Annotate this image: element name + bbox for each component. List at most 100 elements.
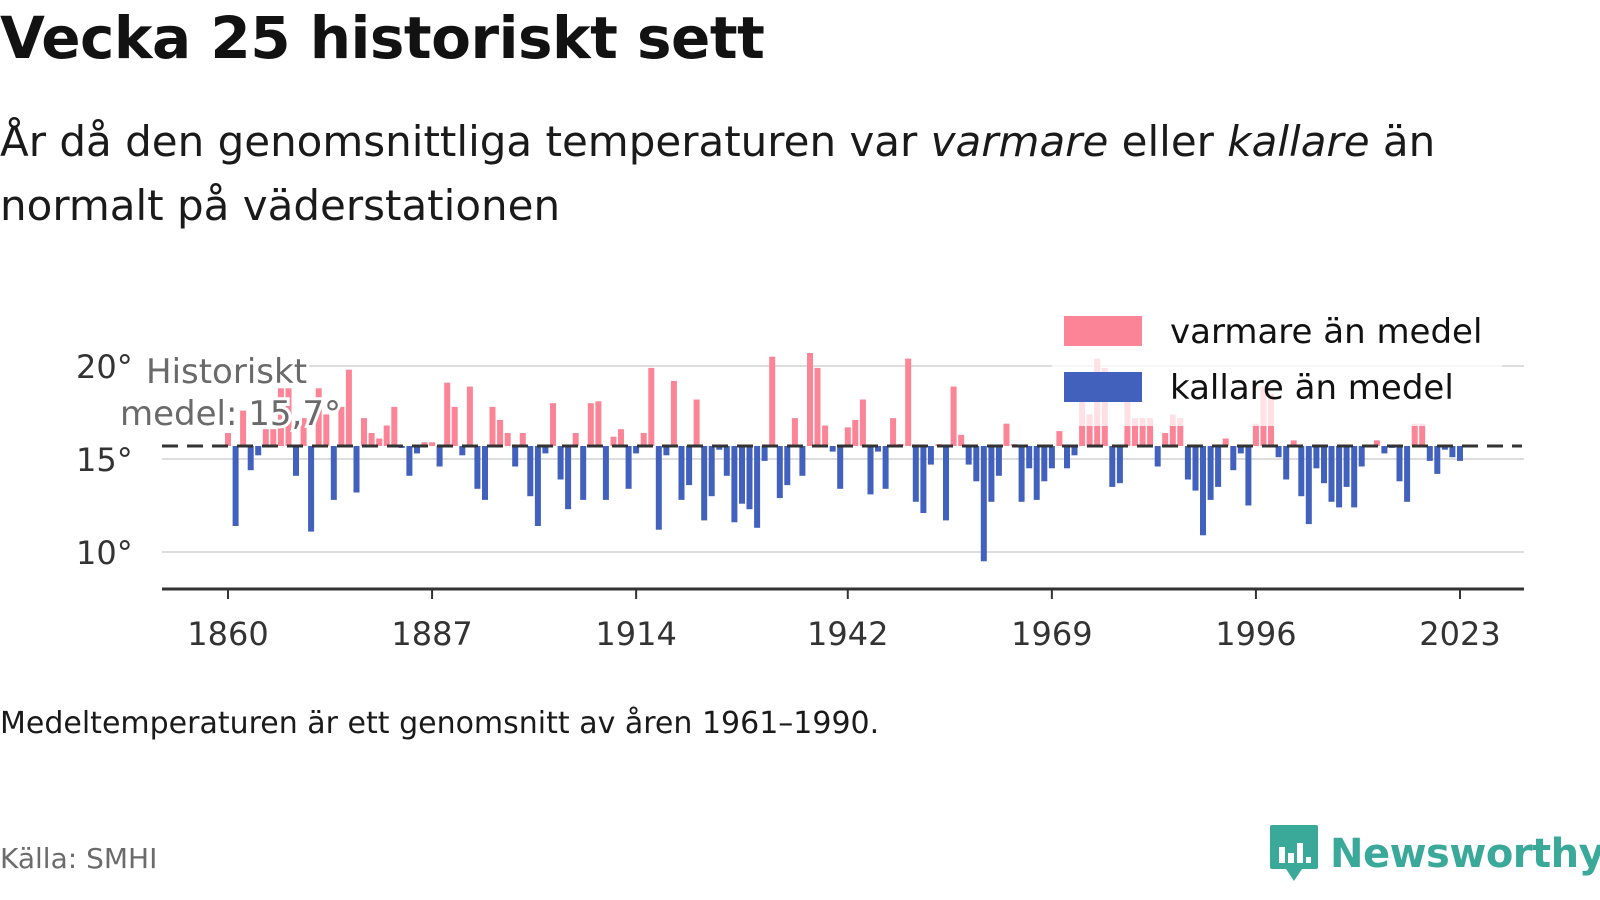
bar-1960 — [980, 446, 987, 562]
y-tick-label: 10° — [76, 534, 133, 572]
bar-1980 — [1132, 418, 1138, 446]
bar-1937 — [807, 353, 813, 446]
bar-1931 — [761, 446, 768, 461]
bar-1891 — [459, 446, 466, 456]
bar-1921 — [686, 446, 693, 486]
bar-1928 — [739, 446, 745, 504]
bar-1868 — [285, 388, 292, 446]
bar-2000 — [1283, 446, 1290, 480]
bar-1958 — [965, 446, 972, 465]
bar-1865 — [262, 429, 269, 446]
bar-1925 — [716, 446, 723, 450]
x-tick-label: 1969 — [1011, 615, 1092, 653]
bar-1903 — [550, 403, 556, 446]
bar-2016 — [1404, 446, 1411, 502]
bar-1898 — [512, 446, 519, 467]
bar-2013 — [1381, 446, 1388, 454]
bar-1895 — [489, 406, 496, 446]
bar-2023 — [1457, 446, 1463, 461]
bar-1902 — [542, 446, 549, 454]
bar-1881 — [383, 425, 390, 446]
x-tick-label: 1914 — [595, 615, 676, 653]
bar-1930 — [754, 446, 761, 528]
bar-1946 — [875, 446, 881, 452]
bar-1905 — [565, 446, 572, 510]
source-label: Källa: SMHI — [0, 842, 158, 875]
bar-1953 — [927, 446, 934, 465]
bar-1864 — [255, 446, 262, 456]
bar-1951 — [912, 446, 919, 502]
bar-1972 — [1071, 446, 1078, 456]
bar-1897 — [504, 433, 511, 446]
y-tick-label: 20° — [76, 348, 133, 386]
bar-1919 — [670, 380, 677, 446]
x-tick-label: 2023 — [1419, 615, 1500, 653]
legend-label-warm: varmare än medel — [1170, 312, 1482, 352]
x-axis: 1860 1887 1914 1942 1969 1996 2023 — [162, 587, 1524, 653]
bar-1990 — [1207, 446, 1214, 500]
bar-1940 — [829, 446, 836, 452]
bar-1910 — [602, 446, 609, 500]
bar-1950 — [905, 358, 912, 446]
bar-1948 — [890, 418, 897, 446]
baseline-label-line-2: medel: 15,7° — [120, 394, 341, 434]
bar-1992 — [1222, 438, 1229, 446]
bar-1974 — [1086, 414, 1093, 446]
brand-logo[interactable]: Newsworthy — [1268, 822, 1600, 886]
bar-1920 — [678, 446, 685, 500]
bar-1907 — [580, 446, 587, 500]
bar-1875 — [338, 406, 345, 446]
bar-2007 — [1336, 446, 1343, 508]
bar-2008 — [1343, 446, 1350, 487]
chart-subtitle: År då den genomsnittliga temperaturen va… — [0, 110, 1560, 238]
bar-1977 — [1109, 446, 1116, 487]
bar-1867 — [277, 388, 284, 446]
bar-1917 — [655, 446, 662, 530]
bar-1926 — [723, 446, 730, 476]
bar-1959 — [973, 446, 980, 482]
x-tick-label: 1942 — [807, 615, 888, 653]
bar-1944 — [859, 399, 866, 446]
bar-1924 — [708, 446, 715, 497]
bar-1894 — [482, 446, 488, 500]
bar-1861 — [232, 446, 239, 526]
bar-2018 — [1419, 423, 1426, 446]
bar-1982 — [1147, 418, 1154, 446]
bar-1962 — [995, 446, 1002, 476]
bar-1912 — [618, 429, 624, 446]
bar-1869 — [293, 446, 299, 476]
bar-1966 — [1026, 446, 1033, 469]
bar-1892 — [466, 386, 473, 446]
bar-1939 — [822, 425, 829, 446]
bar-1999 — [1275, 446, 1282, 458]
bar-1884 — [406, 446, 413, 476]
bar-1879 — [368, 433, 375, 446]
brand-name: Newsworthy — [1330, 831, 1600, 877]
bar-1915 — [640, 433, 647, 446]
bar-1862 — [240, 410, 247, 446]
bar-1922 — [693, 399, 700, 446]
legend: varmare än medel kallare än medel — [1052, 308, 1502, 426]
bar-1885 — [414, 446, 420, 454]
bar-1904 — [557, 446, 564, 480]
bar-2015 — [1396, 446, 1403, 482]
bar-1906 — [572, 433, 579, 446]
bar-1880 — [376, 438, 383, 446]
bar-1984 — [1162, 433, 1169, 446]
bar-1957 — [958, 434, 965, 446]
bar-1860 — [225, 433, 231, 446]
chart-title: Vecka 25 historiskt sett — [0, 4, 765, 72]
bar-1983 — [1154, 446, 1161, 467]
x-tick-label: 1996 — [1215, 615, 1296, 653]
bar-1890 — [451, 406, 458, 446]
y-axis-labels: 10° 15° 20° — [76, 348, 133, 572]
bar-1873 — [323, 414, 330, 446]
bar-1863 — [247, 446, 254, 471]
bar-1900 — [527, 446, 534, 497]
bar-1969 — [1048, 446, 1055, 469]
bar-1918 — [663, 446, 670, 456]
bar-1985 — [1169, 414, 1176, 446]
bar-1889 — [444, 382, 451, 446]
